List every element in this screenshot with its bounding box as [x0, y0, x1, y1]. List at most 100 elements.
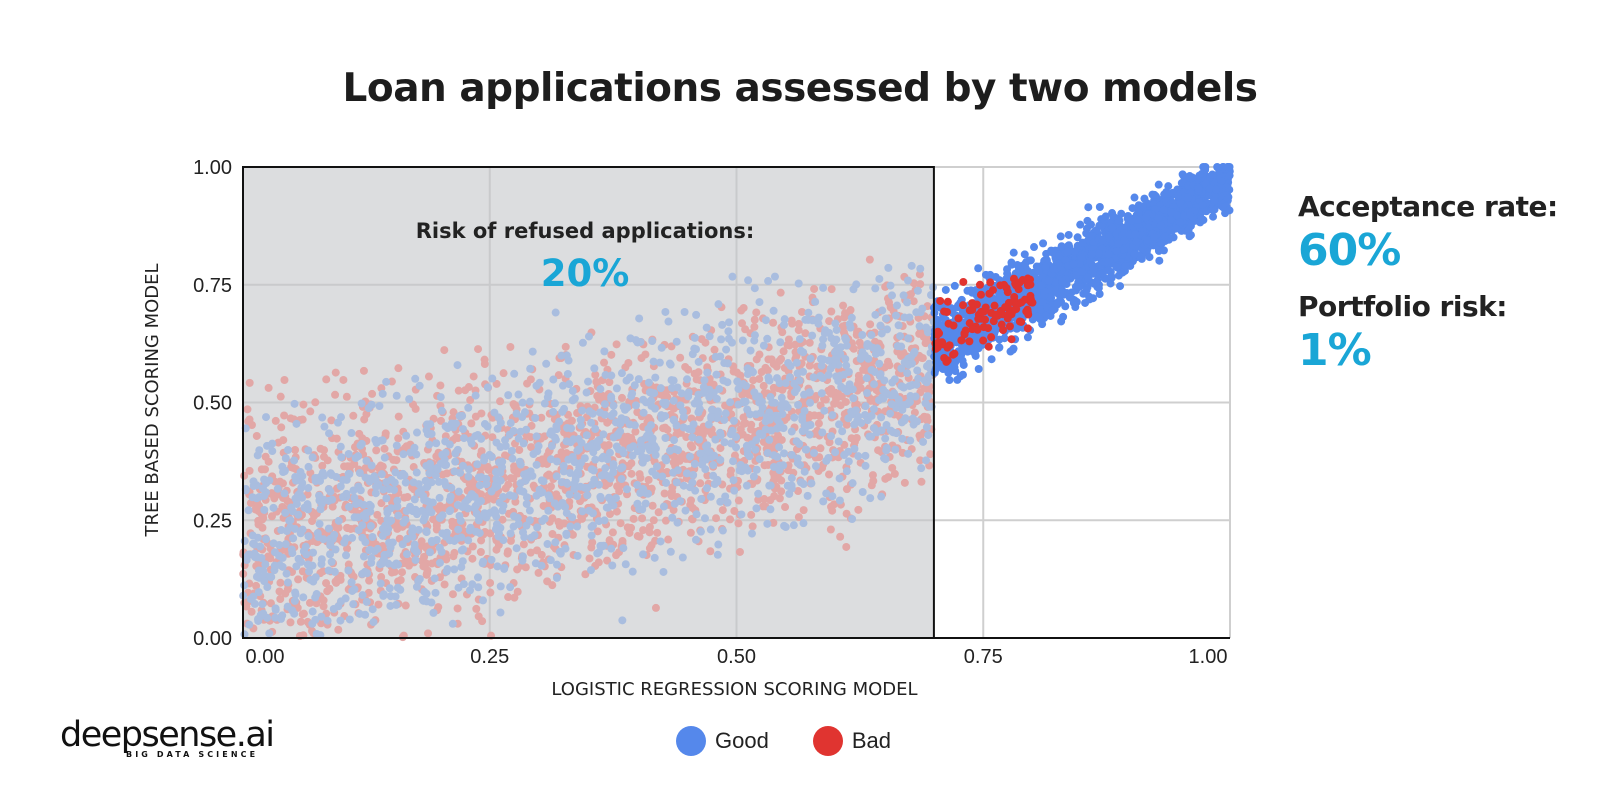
- data-point: [659, 567, 668, 576]
- data-point: [643, 442, 652, 451]
- data-point: [380, 453, 389, 462]
- data-point: [769, 468, 778, 477]
- data-point: [346, 524, 355, 533]
- data-point: [385, 485, 394, 494]
- data-point: [691, 535, 700, 544]
- data-point: [945, 375, 954, 384]
- data-point: [522, 499, 531, 508]
- data-point: [379, 590, 388, 599]
- data-point: [493, 562, 502, 571]
- data-point: [818, 463, 827, 472]
- data-point: [533, 523, 542, 532]
- data-point: [305, 598, 314, 607]
- data-point: [507, 446, 516, 455]
- data-point: [414, 488, 423, 497]
- data-point: [578, 507, 587, 516]
- data-point: [697, 335, 706, 344]
- data-point: [510, 369, 519, 378]
- data-point: [754, 489, 763, 498]
- data-point: [324, 485, 333, 494]
- data-point: [974, 264, 983, 273]
- data-point: [755, 429, 764, 438]
- data-point: [712, 514, 721, 523]
- data-point: [623, 403, 632, 412]
- data-point: [482, 480, 491, 489]
- data-point: [860, 351, 869, 360]
- data-point: [584, 377, 593, 386]
- data-point: [259, 566, 268, 575]
- data-point: [526, 548, 535, 557]
- data-point: [1078, 238, 1087, 247]
- data-point: [631, 427, 640, 436]
- data-point: [742, 481, 751, 490]
- data-point: [245, 415, 254, 424]
- data-point: [915, 270, 924, 279]
- data-point: [243, 405, 252, 414]
- data-point: [724, 327, 733, 336]
- data-point: [656, 390, 665, 399]
- data-point: [741, 419, 750, 428]
- data-point: [801, 315, 810, 324]
- data-point: [1042, 311, 1051, 320]
- data-point: [458, 461, 467, 470]
- data-point: [861, 451, 870, 460]
- data-point: [359, 552, 368, 561]
- data-point: [757, 367, 766, 376]
- data-point: [1118, 268, 1127, 277]
- data-point: [538, 516, 547, 525]
- data-point: [264, 457, 273, 466]
- data-point: [1073, 233, 1082, 242]
- data-point: [916, 456, 925, 465]
- data-point: [780, 449, 789, 458]
- data-point: [810, 284, 819, 293]
- data-point: [514, 390, 523, 399]
- data-point: [891, 311, 900, 320]
- data-point: [342, 551, 351, 560]
- data-point: [435, 493, 444, 502]
- data-point: [1020, 250, 1029, 259]
- data-point: [685, 483, 694, 492]
- data-point: [706, 547, 715, 556]
- data-point: [866, 394, 875, 403]
- data-point: [705, 448, 714, 457]
- data-point: [910, 347, 919, 356]
- data-point: [240, 537, 249, 546]
- data-point: [440, 461, 449, 470]
- data-point: [781, 523, 790, 532]
- data-point: [686, 528, 695, 537]
- data-point: [432, 535, 441, 544]
- data-point: [402, 507, 411, 516]
- data-point: [368, 605, 377, 614]
- data-point: [576, 415, 585, 424]
- data-point: [738, 390, 747, 399]
- data-point: [430, 574, 439, 583]
- data-point: [349, 411, 358, 420]
- data-point: [1219, 163, 1228, 171]
- data-point: [283, 602, 292, 611]
- data-point: [698, 460, 707, 469]
- data-point: [561, 342, 570, 351]
- data-point: [341, 594, 350, 603]
- data-point: [703, 471, 712, 480]
- data-point: [442, 555, 451, 564]
- data-point: [242, 556, 251, 565]
- data-point: [884, 263, 893, 272]
- data-point: [394, 560, 403, 569]
- data-point: [480, 355, 489, 364]
- data-point: [473, 498, 482, 507]
- data-point: [783, 340, 792, 349]
- data-point: [429, 515, 438, 524]
- data-point: [260, 505, 269, 514]
- data-point: [749, 376, 758, 385]
- data-point: [765, 415, 774, 424]
- data-point: [289, 534, 298, 543]
- data-point: [619, 544, 628, 553]
- data-point: [550, 499, 559, 508]
- data-point: [769, 318, 778, 327]
- data-point: [368, 389, 377, 398]
- data-point: [618, 537, 627, 546]
- data-point: [424, 629, 433, 638]
- data-point: [436, 558, 445, 567]
- data-point: [419, 516, 428, 525]
- data-point: [662, 456, 671, 465]
